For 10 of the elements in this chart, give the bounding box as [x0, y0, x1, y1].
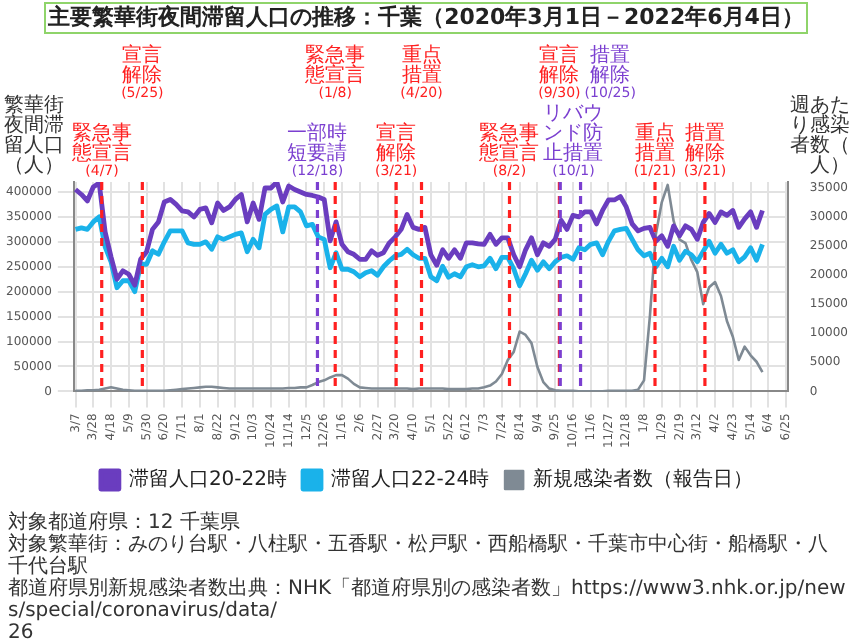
legend-label: 滞留人口20-22時 — [128, 467, 288, 492]
text: 26 — [8, 622, 34, 640]
text: 対象繁華街：みのり台駅・八柱駅・五香駅・松戸駅・西船橋駅・千葉市中心街・船橋駅・八千代台駅 — [8, 534, 830, 578]
legend-label: 新規感染者数（報告日） — [533, 467, 754, 492]
chart-title: 主要繁華街夜間滞留人口の推移：千葉（2020年3月1日－2022年6月4日） — [44, 2, 808, 34]
y-axis-title: 繁華街夜間滞留人口（人） — [4, 93, 64, 178]
legend-label: 滞留人口22-24時 — [331, 467, 490, 492]
text: 対象都道府県：12 千葉県 — [8, 512, 240, 534]
y2-axis-title: 週あたり感染者数（人） — [790, 95, 850, 178]
text: 都道府県別新規感染者数出典：NHK「都道府県別の感染者数」https://www3.nhk.or.jp/news/special/coronavirus/data/ — [8, 578, 846, 622]
